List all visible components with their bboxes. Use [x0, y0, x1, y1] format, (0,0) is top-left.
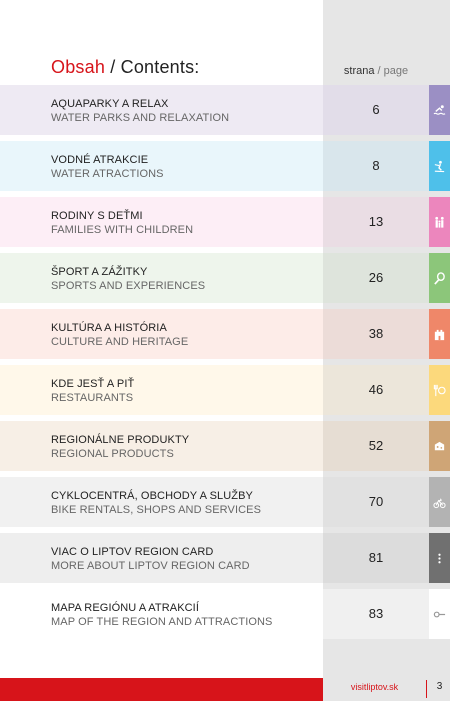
- row-titles: CYKLOCENTRÁ, OBCHODY A SLUŽBY BIKE RENTAL…: [51, 489, 261, 518]
- row-title-english: WATER ATRACTIONS: [51, 168, 164, 180]
- footer-red-bar: [0, 678, 323, 701]
- contents-row[interactable]: RODINY S DEŤMI FAMILIES WITH CHILDREN 13: [0, 197, 450, 247]
- row-titles: RODINY S DEŤMI FAMILIES WITH CHILDREN: [51, 209, 193, 238]
- row-page-number: 38: [323, 309, 429, 359]
- title-slovak: Obsah: [51, 57, 106, 77]
- row-title-english: WATER PARKS AND RELAXATION: [51, 112, 230, 124]
- family-icon: [433, 216, 446, 229]
- row-title-slovak: CYKLOCENTRÁ, OBCHODY A SLUŽBY: [51, 490, 253, 502]
- tennis-racket-category-tab: [429, 253, 450, 303]
- row-page-number: 81: [323, 533, 429, 583]
- family-category-tab: [429, 197, 450, 247]
- page-label-slovak: strana: [343, 65, 375, 77]
- contents-row[interactable]: ŠPORT A ZÁŽITKY SPORTS AND EXPERIENCES 26: [0, 253, 450, 303]
- contents-row[interactable]: VODNÉ ATRAKCIE WATER ATRACTIONS 8: [0, 141, 450, 191]
- row-title-english: SPORTS AND EXPERIENCES: [51, 280, 206, 292]
- contents-row[interactable]: KULTÚRA A HISTÓRIA CULTURE AND HERITAGE 38: [0, 309, 450, 359]
- contents-row[interactable]: KDE JESŤ A PIŤ RESTAURANTS 46: [0, 365, 450, 415]
- row-title-slovak: VODNÉ ATRAKCIE: [51, 154, 149, 166]
- row-titles: KULTÚRA A HISTÓRIA CULTURE AND HERITAGE: [51, 321, 188, 350]
- row-title-english: CULTURE AND HERITAGE: [51, 336, 189, 348]
- footer-page-number: 3: [436, 681, 443, 692]
- contents-row[interactable]: VIAC O LIPTOV REGION CARD MORE ABOUT LIPT…: [0, 533, 450, 583]
- row-page-number: 52: [323, 421, 429, 471]
- row-title-english: REGIONAL PRODUCTS: [51, 448, 174, 460]
- row-title-english: MORE ABOUT LIPTOV REGION CARD: [51, 560, 250, 572]
- row-page-number: 8: [323, 141, 429, 191]
- castle-icon: [433, 328, 446, 341]
- row-title-slovak: VIAC O LIPTOV REGION CARD: [51, 546, 214, 558]
- row-titles: VODNÉ ATRAKCIE WATER ATRACTIONS: [51, 153, 164, 182]
- row-page-number: 13: [323, 197, 429, 247]
- swimmer-category-tab: [429, 85, 450, 135]
- row-page-number: 6: [323, 85, 429, 135]
- contents-row[interactable]: MAPA REGIÓNU A ATRAKCIÍ MAP OF THE REGION…: [0, 589, 450, 639]
- row-titles: KDE JESŤ A PIŤ RESTAURANTS: [51, 377, 134, 406]
- cheese-category-tab: [429, 421, 450, 471]
- row-page-number: 70: [323, 477, 429, 527]
- bicycle-category-tab: [429, 477, 450, 527]
- row-titles: ŠPORT A ZÁŽITKY SPORTS AND EXPERIENCES: [51, 265, 205, 294]
- footer-website-link[interactable]: visitliptov.sk: [350, 682, 399, 692]
- page-column-header: strana / page: [323, 65, 429, 77]
- castle-category-tab: [429, 309, 450, 359]
- page-label-english: / page: [374, 65, 409, 77]
- row-title-english: FAMILIES WITH CHILDREN: [51, 224, 194, 236]
- water-skier-icon: [433, 160, 446, 173]
- row-title-slovak: KULTÚRA A HISTÓRIA: [51, 322, 167, 334]
- row-titles: VIAC O LIPTOV REGION CARD MORE ABOUT LIPT…: [51, 545, 250, 574]
- row-title-slovak: RODINY S DEŤMI: [51, 210, 143, 222]
- row-title-slovak: KDE JESŤ A PIŤ: [51, 378, 135, 390]
- page-title: Obsah / Contents:: [51, 57, 200, 78]
- map-pin-icon: [433, 608, 446, 621]
- more-dots-category-tab: [429, 533, 450, 583]
- more-dots-icon: [433, 552, 446, 565]
- row-title-english: BIKE RENTALS, SHOPS AND SERVICES: [51, 504, 262, 516]
- contents-row[interactable]: CYKLOCENTRÁ, OBCHODY A SLUŽBY BIKE RENTAL…: [0, 477, 450, 527]
- cutlery-category-tab: [429, 365, 450, 415]
- cutlery-icon: [433, 384, 446, 397]
- swimmer-icon: [433, 104, 446, 117]
- row-titles: MAPA REGIÓNU A ATRAKCIÍ MAP OF THE REGION…: [51, 601, 273, 630]
- title-english: / Contents:: [105, 57, 200, 77]
- contents-row[interactable]: AQUAPARKY A RELAX WATER PARKS AND RELAXAT…: [0, 85, 450, 135]
- contents-row[interactable]: REGIONÁLNE PRODUKTY REGIONAL PRODUCTS 52: [0, 421, 450, 471]
- row-page-number: 46: [323, 365, 429, 415]
- footer-separator: [426, 680, 427, 698]
- row-page-number: 83: [323, 589, 429, 639]
- row-page-number: 26: [323, 253, 429, 303]
- cheese-icon: [433, 440, 446, 453]
- map-pin-category-tab: [429, 589, 450, 639]
- row-titles: AQUAPARKY A RELAX WATER PARKS AND RELAXAT…: [51, 97, 229, 126]
- water-skier-category-tab: [429, 141, 450, 191]
- row-title-english: RESTAURANTS: [51, 392, 134, 404]
- row-title-slovak: AQUAPARKY A RELAX: [51, 98, 169, 110]
- row-titles: REGIONÁLNE PRODUKTY REGIONAL PRODUCTS: [51, 433, 189, 462]
- row-title-slovak: MAPA REGIÓNU A ATRAKCIÍ: [51, 602, 199, 614]
- row-title-english: MAP OF THE REGION AND ATTRACTIONS: [51, 616, 273, 628]
- tennis-racket-icon: [433, 271, 446, 285]
- row-title-slovak: ŠPORT A ZÁŽITKY: [51, 266, 148, 278]
- row-title-slovak: REGIONÁLNE PRODUKTY: [51, 434, 190, 446]
- bicycle-icon: [433, 496, 446, 509]
